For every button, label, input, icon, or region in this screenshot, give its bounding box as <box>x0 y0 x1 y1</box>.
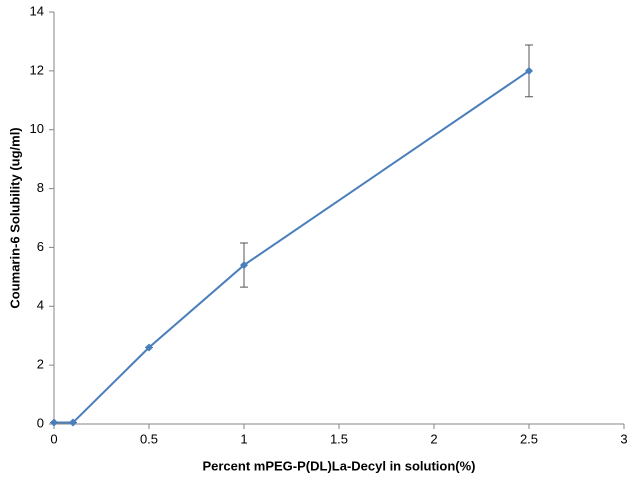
y-axis-title: Coumarin-6 Solubility (ug/ml) <box>7 127 22 308</box>
x-tick-label: 2.5 <box>520 431 538 446</box>
x-tick-label: 1.5 <box>330 431 348 446</box>
x-tick-label: 1 <box>240 431 247 446</box>
y-tick-label: 6 <box>37 239 44 254</box>
y-tick-label: 8 <box>37 180 44 195</box>
y-tick-label: 4 <box>37 298 44 313</box>
marker <box>69 418 77 427</box>
marker <box>240 261 248 270</box>
x-tick-label: 0 <box>50 431 57 446</box>
series-line <box>54 70 530 424</box>
marker <box>145 343 153 352</box>
x-tick-label: 0.5 <box>140 431 158 446</box>
x-tick-label: 2 <box>430 431 437 446</box>
marker <box>525 66 533 75</box>
y-tick-label: 14 <box>30 3 44 18</box>
y-tick-label: 12 <box>30 62 44 77</box>
x-axis-title: Percent mPEG-P(DL)La-Decyl in solution(%… <box>202 458 475 473</box>
y-tick-label: 10 <box>30 121 44 136</box>
marker <box>50 418 58 427</box>
x-tick-label: 3 <box>620 431 627 446</box>
y-tick-label: 2 <box>37 357 44 372</box>
y-tick-label: 0 <box>37 415 44 430</box>
